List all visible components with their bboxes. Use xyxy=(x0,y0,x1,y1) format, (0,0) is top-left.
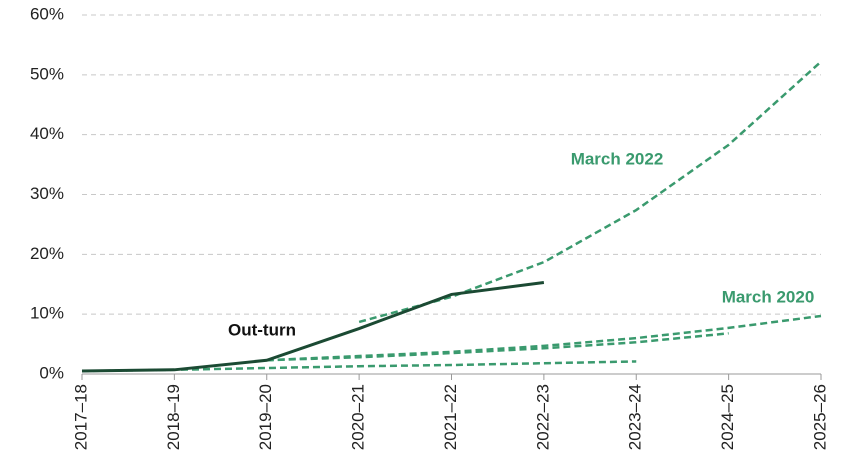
y-tick-label: 50% xyxy=(30,64,64,83)
x-tick-label: 2022–23 xyxy=(533,384,552,450)
x-tick-label: 2019–20 xyxy=(256,384,275,450)
x-tick-label: 2017–18 xyxy=(71,384,90,450)
x-tick-label: 2018–19 xyxy=(164,384,183,450)
series-label: March 2020 xyxy=(722,287,815,306)
y-tick-label: 10% xyxy=(30,304,64,323)
y-tick-label: 40% xyxy=(30,124,64,143)
y-tick-label: 30% xyxy=(30,184,64,203)
series-line xyxy=(266,314,822,362)
series-line xyxy=(81,280,545,373)
x-tick-label: 2021–22 xyxy=(441,384,460,450)
x-tick-label: 2024–25 xyxy=(718,384,737,450)
series-label: Out-turn xyxy=(228,320,296,339)
x-tick-label: 2023–24 xyxy=(626,384,645,450)
y-tick-label: 60% xyxy=(30,4,64,23)
y-tick-label: 0% xyxy=(39,363,64,382)
y-tick-label: 20% xyxy=(30,244,64,263)
series-label: March 2022 xyxy=(571,149,664,168)
x-tick-label: 2020–21 xyxy=(349,384,368,450)
x-tick-label: 2025–26 xyxy=(810,384,829,450)
series-line xyxy=(358,60,822,324)
